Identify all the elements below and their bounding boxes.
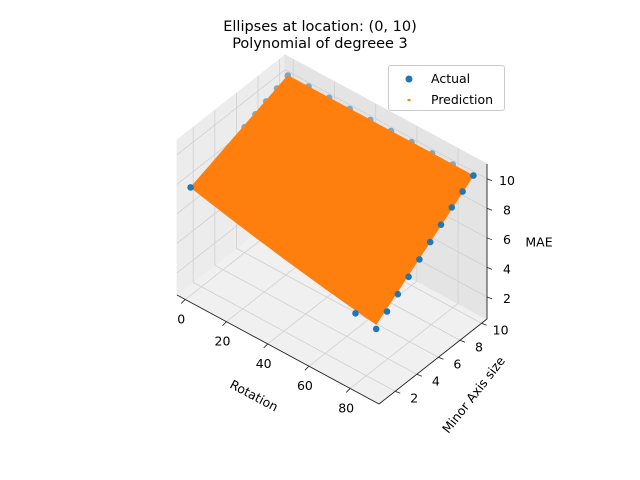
grid-y-floor: [193, 281, 396, 392]
x-axis-ticks: 0 20 40 60 80: [177, 299, 354, 415]
y-tick-mark: [416, 373, 422, 377]
grid-x-floor: [349, 303, 459, 389]
x-tick-mark: [263, 343, 268, 349]
x-axis-label: Rotation: [228, 377, 281, 415]
z-tick-label: 8: [503, 202, 511, 217]
actual-point: [470, 172, 477, 179]
x-tick-mark: [222, 321, 227, 326]
z-tick-label: 2: [503, 291, 511, 306]
actual-point: [383, 308, 391, 315]
actual-point: [394, 290, 402, 298]
actual-point: [372, 325, 380, 333]
z-tick-mark: [486, 207, 493, 211]
prediction-surface: [190, 75, 474, 325]
z-tick-label: 6: [503, 232, 511, 247]
y-tick-label: 8: [475, 339, 483, 354]
actual-series-front: [187, 172, 477, 333]
y-tick-label: 6: [453, 356, 461, 371]
chart-title-line-2: Polynomial of degreee 3: [232, 36, 408, 52]
y-tick-mark: [438, 356, 444, 360]
y-tick-label: 2: [410, 390, 418, 405]
y-axis-line: [378, 318, 488, 405]
x-tick-mark: [180, 299, 186, 304]
y-axis-label: Minor Axis size: [439, 353, 508, 436]
legend-item-prediction: Prediction: [389, 90, 506, 110]
x-tick-label: 0: [177, 311, 185, 326]
y-tick-label: 10: [493, 322, 509, 337]
grid-y-floor: [236, 247, 439, 358]
x-tick-label: 80: [338, 400, 354, 415]
x-tick-mark: [345, 388, 351, 393]
z-tick-label: 10: [499, 173, 515, 188]
prediction-marker-icon: [407, 99, 411, 101]
z-tick-mark: [486, 237, 493, 241]
actual-point: [437, 221, 445, 228]
x-axis-line: [176, 294, 380, 405]
x-tick-label: 40: [256, 356, 272, 371]
actual-point: [459, 188, 466, 195]
legend-label-prediction: Prediction: [431, 92, 494, 107]
grid-y-floor: [214, 264, 417, 375]
x-tick-label: 20: [215, 334, 231, 349]
x-tick-label: 60: [297, 378, 313, 393]
z-tick-mark: [486, 296, 493, 300]
y-tick-mark: [481, 322, 487, 326]
z-tick-label: 4: [503, 261, 511, 276]
actual-point: [352, 310, 359, 317]
y-tick-mark: [459, 339, 466, 343]
grid-z-right: [284, 69, 488, 180]
legend: Actual Prediction: [388, 65, 505, 111]
legend-item-actual: Actual: [389, 69, 506, 89]
z-axis-ticks: 2 4 6 8 10: [486, 173, 515, 306]
actual-marker-icon: [405, 75, 413, 83]
z-tick-mark: [486, 178, 493, 182]
z-axis-label: MAE: [525, 235, 552, 250]
actual-point: [187, 184, 194, 191]
x-tick-mark: [304, 365, 310, 371]
actual-point: [426, 238, 434, 246]
chart-title-line-1: Ellipses at location: (0, 10): [223, 19, 417, 35]
actual-point: [405, 273, 412, 281]
grid-z-left: [176, 69, 286, 156]
z-tick-mark: [486, 266, 493, 270]
y-tick-mark: [395, 390, 401, 394]
actual-point: [448, 204, 456, 211]
actual-point: [416, 256, 423, 263]
y-tick-label: 4: [432, 373, 440, 388]
axis-lines: [176, 164, 488, 405]
legend-label-actual: Actual: [431, 71, 471, 86]
